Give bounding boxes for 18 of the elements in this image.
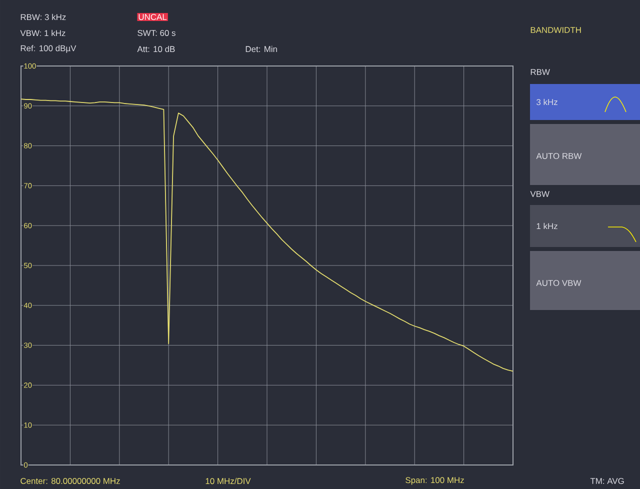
text: VBW: 1 kHz bbox=[20, 30, 66, 36]
text: SWT: 60 s bbox=[138, 30, 176, 36]
text: UNCAL bbox=[138, 14, 167, 20]
text: RBW: 3 kHz bbox=[20, 14, 66, 20]
text: 3 kHz bbox=[536, 98, 558, 106]
text: BANDWIDTH bbox=[530, 27, 581, 33]
text: Att: 10 dB bbox=[137, 46, 175, 52]
text: Ref: 100 dBµV bbox=[20, 45, 76, 53]
text: TM: AVG bbox=[590, 478, 624, 484]
text: RBW bbox=[530, 69, 550, 75]
text: AUTO RBW bbox=[536, 152, 582, 159]
text: Det: Min bbox=[246, 46, 277, 52]
text: 10 MHz/DIV bbox=[206, 478, 251, 484]
text: Center: 80.00000000 MHz bbox=[20, 478, 120, 484]
text: AUTO VBW bbox=[536, 280, 582, 286]
text: Span: 100 MHz bbox=[406, 477, 464, 485]
text: 1 kHz bbox=[536, 222, 558, 230]
text: VBW bbox=[530, 191, 550, 197]
